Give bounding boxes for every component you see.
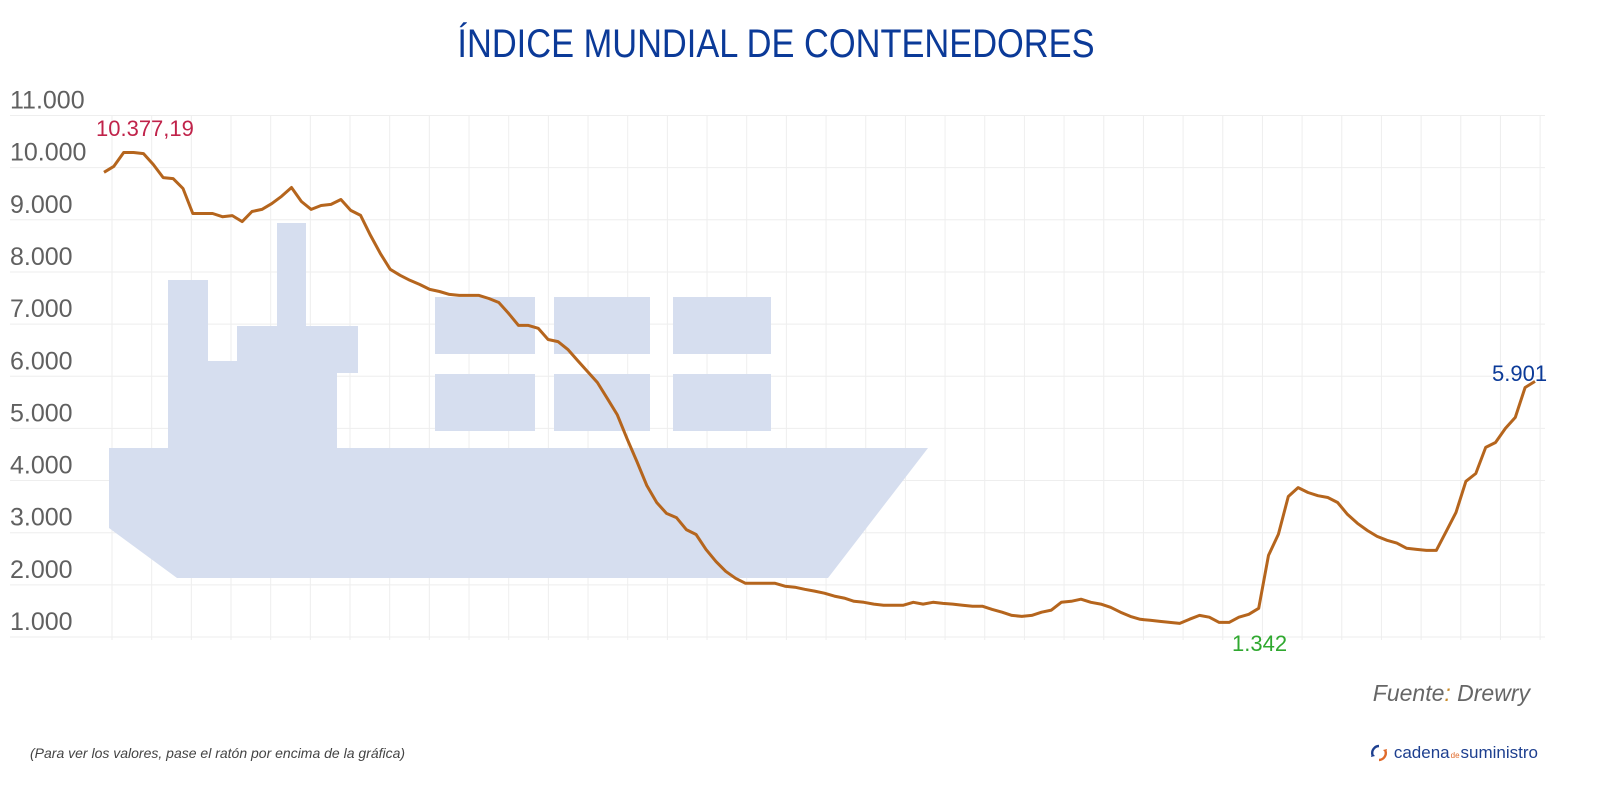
last-value-label: 5.901 [1492, 361, 1547, 386]
source-name: Drewry [1457, 680, 1530, 706]
y-tick-label: 1.000 [10, 608, 73, 636]
source-separator: : [1444, 680, 1451, 706]
brand-part1: cadena [1393, 743, 1450, 762]
hover-hint: (Para ver los valores, pase el ratón por… [30, 745, 406, 761]
ship-illustration-icon [109, 223, 928, 578]
refresh-arrows-icon [1370, 744, 1387, 762]
chart-title: ÍNDICE MUNDIAL DE CONTENEDORES [457, 22, 1095, 66]
y-tick-label: 2.000 [10, 556, 73, 584]
y-tick-label: 6.000 [10, 347, 73, 375]
y-tick-label: 3.000 [10, 504, 73, 532]
y-axis-ticks: 1.000 2.000 3.000 4.000 5.000 6.000 7.000 8.000… [10, 87, 86, 637]
brand-part2: de [1450, 751, 1460, 760]
source-label: Fuente [1372, 680, 1445, 706]
y-tick-label: 4.000 [10, 452, 73, 480]
source-note: Fuente: Drewry [1373, 680, 1530, 707]
max-value-label: 10.377,19 [96, 116, 194, 141]
y-tick-label: 10.000 [10, 139, 86, 167]
y-tick-label: 9.000 [10, 191, 73, 219]
brand-part3: suministro [1460, 743, 1538, 762]
y-tick-label: 8.000 [10, 243, 73, 271]
min-value-label: 1.342 [1232, 631, 1287, 656]
data-line[interactable] [103, 151, 1536, 625]
brand-logo[interactable]: cadenadesuministro [1370, 743, 1538, 763]
y-tick-label: 5.000 [10, 399, 73, 427]
y-tick-label: 7.000 [10, 295, 73, 323]
y-tick-label: 11.000 [10, 87, 85, 115]
